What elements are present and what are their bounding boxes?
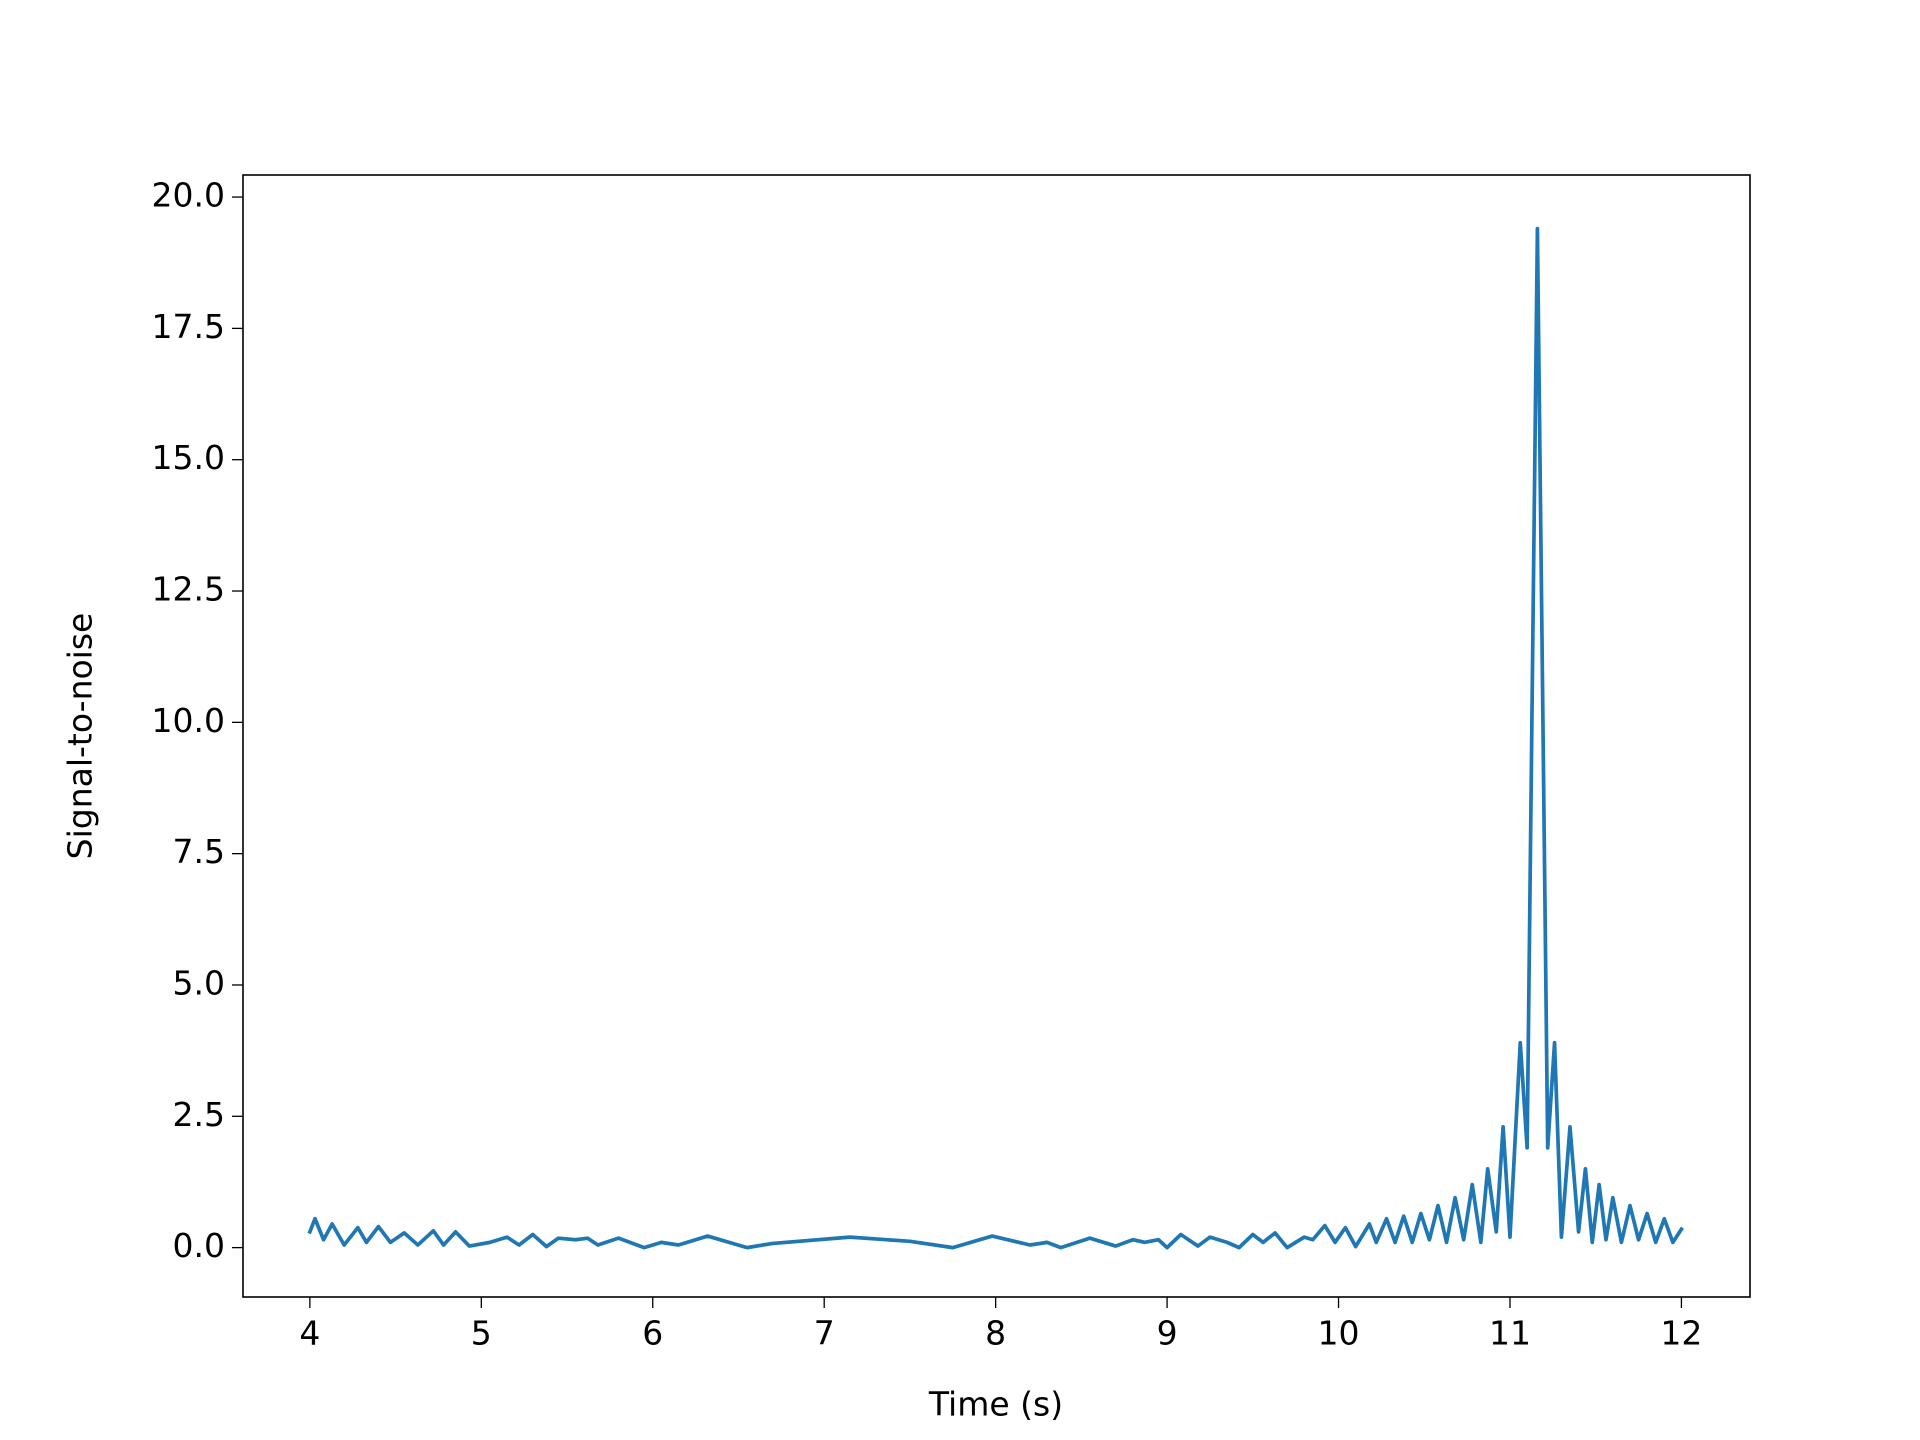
x-tick-label: 8: [985, 1314, 1006, 1353]
x-tick-label: 6: [642, 1314, 663, 1353]
y-tick-label: 7.5: [173, 832, 225, 871]
signal-line: [307, 226, 1684, 1250]
y-tick-label: 15.0: [152, 438, 225, 477]
y-axis-label: Signal-to-noise: [61, 613, 100, 860]
y-tick-label: 10.0: [152, 701, 225, 740]
x-axis-label: Time (s): [928, 1385, 1063, 1424]
y-tick-label: 20.0: [152, 176, 225, 215]
x-tick-label: 11: [1489, 1314, 1531, 1353]
x-tick-label: 12: [1660, 1314, 1702, 1353]
plot-frame: [242, 174, 1751, 1298]
x-tick-label: 5: [471, 1314, 492, 1353]
y-tick-label: 2.5: [173, 1095, 225, 1134]
y-tick-label: 5.0: [173, 963, 225, 1002]
x-tick-label: 7: [814, 1314, 835, 1353]
y-tick-label: 12.5: [152, 570, 225, 609]
x-tick-label: 9: [1157, 1314, 1178, 1353]
y-tick-label: 17.5: [152, 307, 225, 346]
x-tick-label: 10: [1318, 1314, 1360, 1353]
x-tick-label: 4: [299, 1314, 320, 1353]
y-tick-label: 0.0: [173, 1226, 225, 1265]
